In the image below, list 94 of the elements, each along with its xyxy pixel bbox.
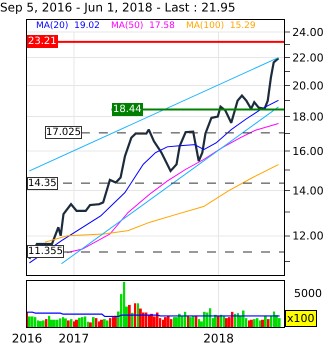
bar [45,319,48,327]
text: 5000 [294,287,322,300]
bar [109,318,112,327]
bar [267,319,270,327]
bar [37,320,40,327]
bar [112,317,114,327]
bar [270,316,272,327]
bar [137,303,140,327]
y-tick-label: 24.00 [292,26,324,39]
bar [259,320,262,327]
bar [220,314,222,327]
bar [70,319,72,327]
bar [187,316,190,327]
bar [275,315,278,327]
ref-line-label: 11.355 [28,246,63,257]
bar [56,320,59,327]
bar [139,308,142,327]
bar [103,319,106,327]
bar [162,320,164,327]
bar [153,316,156,327]
bar [123,282,126,327]
bar [214,314,217,327]
bar [237,313,239,327]
bar [34,317,36,327]
bar [253,319,256,327]
bar [114,316,117,327]
bar [98,321,100,327]
x-tick-label: 2016 [12,331,42,346]
bar [106,320,108,327]
bar [31,316,34,327]
line-series [28,57,280,260]
bar [148,315,150,327]
bar [89,322,92,327]
bar [195,316,198,327]
text: x100 [287,312,315,325]
bar [273,312,276,327]
bar [242,310,245,327]
bar [48,316,50,327]
y-tick-label: 12.00 [292,230,324,243]
ref-line-label: 23.21 [28,36,57,47]
bar [84,316,86,327]
bar [175,317,178,327]
text: MA(20) 19.02 [36,21,100,31]
bar [28,316,31,327]
ref-line-label: 17.025 [46,127,81,138]
bar [256,318,258,327]
bar [142,312,145,327]
bar [170,319,172,327]
text: MA(100) 15.29 [186,21,256,31]
bar [164,317,167,327]
bar [39,321,42,327]
y-tick-label: 18.00 [292,110,324,124]
bar [156,312,158,327]
bar [167,316,170,327]
bar [59,318,62,327]
chart-title: Sep 5, 2016 - Jun 1, 2018 - Last : 21.95 [0,0,236,14]
text: MA(50) 17.58 [111,21,176,31]
bar [264,316,267,327]
bar [250,320,253,327]
bar [189,317,192,327]
bar [173,317,176,327]
bar [81,317,84,327]
bar [261,320,264,327]
bar [181,316,184,327]
x-tick-label: 2017 [58,331,90,346]
bar [278,318,281,327]
bar [134,303,136,327]
bar [67,320,70,327]
bar [42,320,45,327]
y-tick-label: 16.00 [292,145,324,158]
line-series [28,100,279,264]
bar [248,320,250,327]
bar [145,312,148,327]
bar [225,318,228,327]
bar [62,317,64,327]
bar [100,320,103,327]
ref-line-label: 18.44 [113,104,142,115]
y-tick-label: 20.00 [292,79,324,92]
bar [64,318,67,327]
bar [75,320,78,327]
bar [231,312,234,327]
bar [150,314,153,327]
bar [198,319,200,327]
bar [53,320,56,327]
bar [217,316,220,327]
bar [192,316,195,327]
bar [223,316,226,327]
bar [73,321,76,327]
y-tick-label: 14.00 [292,184,324,198]
bar [95,318,98,327]
bar [92,317,95,327]
x-tick-label: 2018 [203,331,234,346]
ref-line-label: 14.35 [28,178,57,189]
y-tick-label: 22.00 [292,51,324,64]
